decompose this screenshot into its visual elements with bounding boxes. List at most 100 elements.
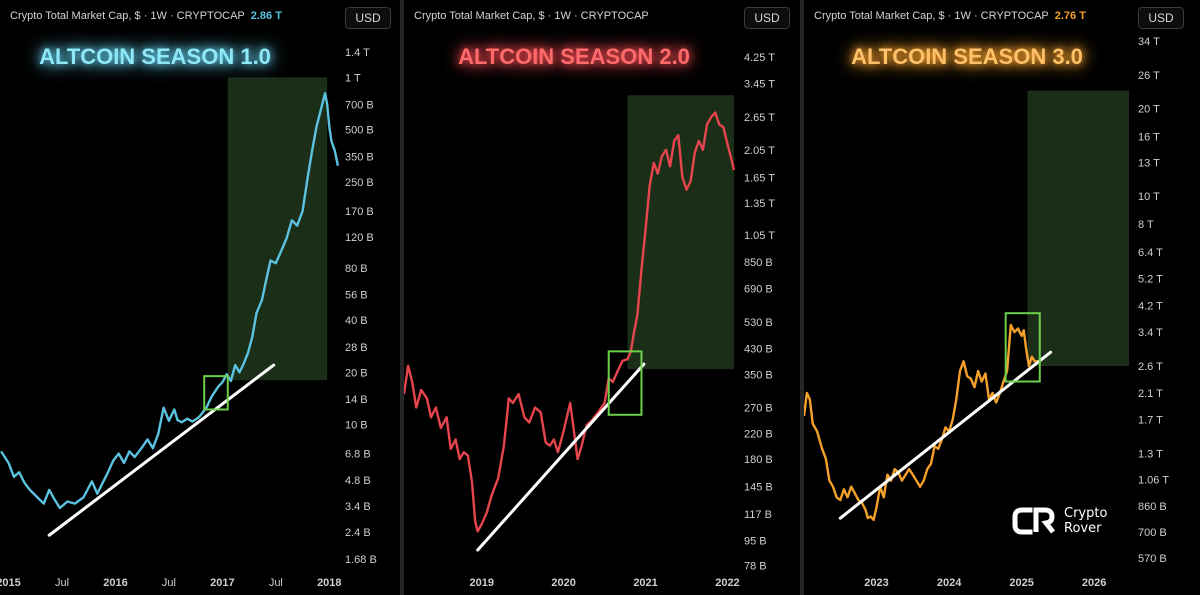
currency-button[interactable]: USD	[744, 7, 790, 29]
y-tick-label: 530 B	[744, 317, 773, 329]
y-tick-label: 13 T	[1138, 158, 1160, 170]
panel-divider	[800, 0, 804, 595]
currency-button[interactable]: USD	[1138, 7, 1184, 29]
chart-header-text: Crypto Total Market Cap, $ · 1W · CRYPTO…	[10, 10, 245, 22]
y-tick-label: 20 B	[345, 367, 368, 379]
y-tick-label: 3.4 T	[1138, 327, 1163, 339]
y-tick-label: 350 B	[744, 370, 773, 382]
x-tick-label: 2022	[715, 577, 739, 589]
y-tick-label: 220 B	[744, 429, 773, 441]
y-tick-label: 6.4 T	[1138, 247, 1163, 259]
y-tick-label: 117 B	[744, 509, 772, 521]
chart-plot-3: 34 T 26 T 20 T 16 T 13 T 10 T 8 T 6.4 T 5.2 T 4.2…	[804, 36, 1169, 589]
crypto-rover-logo-icon	[1012, 507, 1055, 535]
trend-line	[476, 362, 646, 552]
y-tick-label: 1.05 T	[744, 230, 775, 242]
y-tick-label: 430 B	[744, 343, 773, 355]
chart-plot-2: 4.25 T 3.45 T 2.65 T 2.05 T 1.65 T 1.35 T 1.05…	[404, 44, 775, 589]
y-tick-label: 2.1 T	[1138, 388, 1163, 400]
y-tick-label: 1.4 T	[345, 47, 370, 59]
chart-panel-3: Crypto Total Market Cap, $ · 1W · CRYPTO…	[804, 0, 1200, 595]
y-tick-label: 40 B	[345, 315, 368, 327]
y-tick-label: 3.4 B	[345, 501, 371, 513]
x-tick-label: 2015	[0, 577, 21, 589]
y-tick-label: 28 B	[345, 342, 368, 354]
y-tick-label: 500 B	[345, 125, 374, 137]
x-tick-label: 2023	[864, 577, 888, 589]
trend-line	[47, 363, 276, 537]
y-tick-label: 850 B	[744, 257, 773, 269]
y-tick-label: 8 T	[1138, 219, 1154, 231]
highlight-zone	[627, 95, 734, 370]
chart-plot-1: 1.4 T 1 T 700 B 500 B 350 B 250 B 170 B 120 B 80…	[0, 44, 377, 589]
y-tick-label: 2.65 T	[744, 112, 775, 124]
y-tick-label: 350 B	[345, 152, 374, 164]
price-series-line	[404, 111, 736, 533]
chart-title: ALTCOIN SEASON 3.0	[851, 44, 1083, 69]
price-series-line	[0, 92, 340, 510]
y-tick-label: 690 B	[744, 283, 773, 295]
y-tick-label: 80 B	[345, 263, 368, 275]
y-tick-label: 56 B	[345, 290, 368, 302]
last-value-label: 2.86 T	[250, 10, 282, 22]
price-series-line	[804, 323, 1038, 521]
y-tick-label: 3.45 T	[744, 79, 775, 91]
logo-line-2: Rover	[1064, 521, 1102, 536]
highlight-zone	[1027, 90, 1129, 367]
x-tick-label: Jul	[162, 577, 176, 589]
y-tick-label: 2.6 T	[1138, 361, 1163, 373]
y-tick-label: 700 B	[1138, 527, 1167, 539]
x-tick-label: Jul	[269, 577, 283, 589]
chart-header-2: Crypto Total Market Cap, $ · 1W · CRYPTO…	[414, 10, 649, 22]
y-tick-label: 1.7 T	[1138, 415, 1163, 427]
currency-button[interactable]: USD	[345, 7, 391, 29]
crypto-rover-logo: Crypto Rover	[1012, 506, 1107, 536]
x-tick-label: 2024	[937, 577, 962, 589]
chart-header-3: Crypto Total Market Cap, $ · 1W · CRYPTO…	[814, 10, 1086, 22]
breakout-box	[203, 375, 229, 411]
y-tick-label: 1.35 T	[744, 198, 775, 210]
chart-header-text: Crypto Total Market Cap, $ · 1W · CRYPTO…	[414, 10, 649, 22]
y-tick-label: 700 B	[345, 99, 374, 111]
y-tick-label: 180 B	[744, 454, 773, 466]
x-tick-label: 2016	[103, 577, 127, 589]
y-tick-label: 570 B	[1138, 553, 1167, 565]
y-tick-label: 16 T	[1138, 131, 1160, 143]
y-tick-label: 1 T	[345, 72, 361, 84]
x-tick-label: 2025	[1009, 577, 1033, 589]
chart-panel-1: Crypto Total Market Cap, $ · 1W · CRYPTO…	[0, 0, 400, 595]
y-tick-label: 20 T	[1138, 103, 1160, 115]
chart-title: ALTCOIN SEASON 2.0	[458, 44, 690, 69]
y-tick-label: 26 T	[1138, 70, 1160, 82]
y-tick-label: 4.2 T	[1138, 300, 1163, 312]
x-tick-label: 2020	[551, 577, 575, 589]
chart-title: ALTCOIN SEASON 1.0	[39, 44, 271, 69]
x-tick-label: 2026	[1082, 577, 1106, 589]
x-tick-label: 2017	[210, 577, 234, 589]
y-tick-label: 2.4 B	[345, 527, 371, 539]
trend-line	[838, 350, 1053, 520]
chart-panel-2: Crypto Total Market Cap, $ · 1W · CRYPTO…	[404, 0, 800, 595]
x-tick-label: 2019	[470, 577, 494, 589]
y-tick-label: 145 B	[744, 482, 773, 494]
y-tick-label: 14 B	[345, 394, 368, 406]
y-tick-label: 78 B	[744, 560, 767, 572]
panel-divider	[400, 0, 404, 595]
x-tick-label: 2021	[633, 577, 657, 589]
y-tick-label: 95 B	[744, 535, 767, 547]
y-tick-label: 4.8 B	[345, 475, 371, 487]
y-tick-label: 250 B	[345, 177, 374, 189]
breakout-box	[607, 350, 643, 416]
chart-header-1: Crypto Total Market Cap, $ · 1W · CRYPTO…	[10, 10, 282, 22]
y-tick-label: 1.06 T	[1138, 474, 1169, 486]
logo-line-1: Crypto	[1064, 506, 1108, 521]
chart-header-text: Crypto Total Market Cap, $ · 1W · CRYPTO…	[814, 10, 1049, 22]
y-tick-label: 860 B	[1138, 501, 1167, 513]
y-tick-label: 6.8 B	[345, 449, 371, 461]
x-tick-label: 2018	[317, 577, 341, 589]
y-tick-label: 2.05 T	[744, 145, 775, 157]
y-tick-label: 34 T	[1138, 36, 1160, 48]
y-tick-label: 4.25 T	[744, 52, 775, 64]
highlight-zone	[227, 77, 328, 381]
y-tick-label: 120 B	[345, 232, 374, 244]
